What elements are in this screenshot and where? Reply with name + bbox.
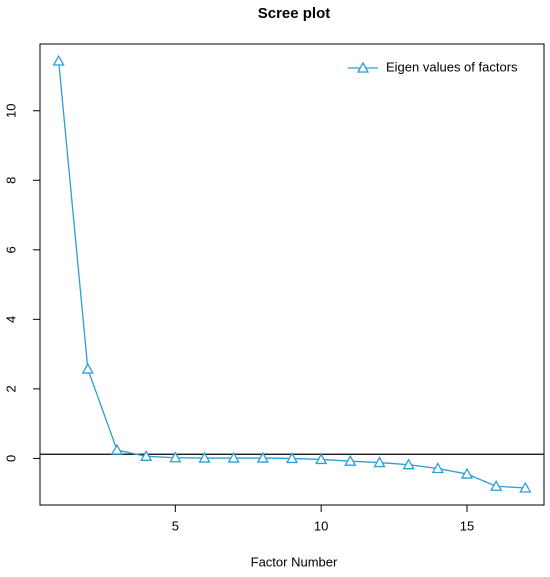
legend-label: Eigen values of factors bbox=[386, 59, 518, 74]
plot-box bbox=[39, 43, 545, 506]
point bbox=[110, 443, 124, 455]
y-tick-label: 8 bbox=[3, 177, 18, 184]
x-tick-label: 10 bbox=[314, 518, 328, 533]
point bbox=[402, 458, 415, 470]
point bbox=[460, 467, 474, 479]
point bbox=[490, 479, 503, 491]
legend-symbol bbox=[356, 61, 370, 73]
point bbox=[344, 454, 357, 466]
x-axis-label: Factor Number bbox=[251, 554, 338, 569]
y-tick-label: 2 bbox=[3, 385, 18, 392]
point bbox=[431, 462, 444, 474]
y-tick-label: 6 bbox=[3, 246, 18, 253]
point bbox=[169, 451, 182, 463]
point bbox=[373, 456, 386, 468]
point bbox=[198, 451, 211, 463]
point bbox=[227, 451, 240, 463]
y-tick-label: 10 bbox=[3, 104, 18, 118]
x-tick-label: 15 bbox=[460, 518, 474, 533]
point bbox=[140, 449, 153, 461]
chart-title: Scree plot bbox=[258, 5, 331, 22]
point bbox=[81, 362, 94, 374]
point bbox=[315, 453, 328, 465]
x-tick-label: 5 bbox=[172, 518, 179, 533]
point bbox=[285, 452, 299, 464]
y-tick-label: 4 bbox=[3, 316, 18, 323]
point bbox=[519, 481, 532, 493]
y-tick-label: 0 bbox=[3, 455, 18, 462]
point bbox=[256, 451, 269, 463]
point bbox=[52, 54, 65, 66]
series-line bbox=[58, 60, 526, 489]
